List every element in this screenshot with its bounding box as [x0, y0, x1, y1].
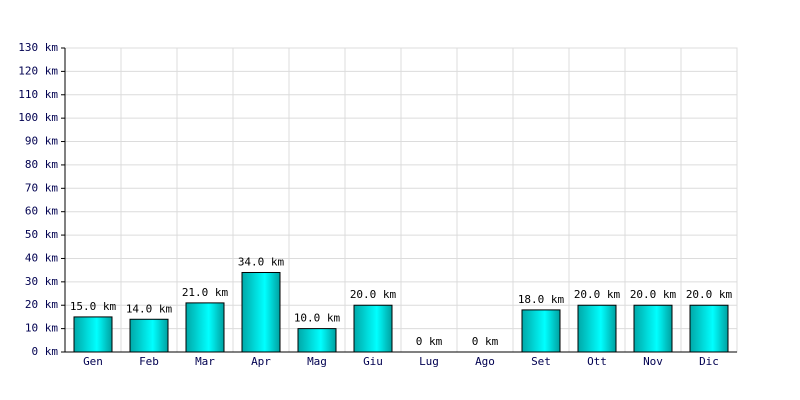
bar [73, 316, 113, 353]
y-tick-label: 30 km [25, 275, 58, 288]
x-tick-label: Dic [699, 355, 719, 368]
bar [129, 318, 169, 353]
y-tick-label: 130 km [18, 41, 58, 54]
value-label: 14.0 km [126, 302, 173, 315]
value-label: 34.0 km [238, 255, 285, 268]
value-label: 10.0 km [294, 312, 341, 325]
x-tick-label: Gen [83, 355, 103, 368]
x-tick-label: Lug [419, 355, 439, 368]
bar [353, 304, 393, 353]
value-label: 20.0 km [574, 288, 621, 301]
y-tick-label: 10 km [25, 322, 58, 335]
x-tick-label: Giu [363, 355, 383, 368]
y-tick-label: 80 km [25, 158, 58, 171]
y-tick-label: 110 km [18, 88, 58, 101]
value-label: 15.0 km [70, 300, 117, 313]
y-tick-label: 20 km [25, 298, 58, 311]
x-tick-label: Mag [307, 355, 327, 368]
value-label: 20.0 km [686, 288, 733, 301]
value-label: 18.0 km [518, 293, 565, 306]
y-tick-label: 0 km [32, 345, 59, 358]
x-tick-label: Set [531, 355, 551, 368]
y-tick-label: 40 km [25, 251, 58, 264]
bar [521, 309, 561, 353]
y-tick-label: 90 km [25, 135, 58, 148]
bar [297, 328, 337, 353]
value-label: 21.0 km [182, 286, 229, 299]
x-tick-label: Ott [587, 355, 607, 368]
bar [633, 304, 673, 353]
value-label: 20.0 km [630, 288, 677, 301]
x-tick-label: Mar [195, 355, 215, 368]
bar [689, 304, 729, 353]
value-label: 0 km [416, 335, 443, 348]
x-tick-label: Nov [643, 355, 663, 368]
y-tick-label: 120 km [18, 64, 58, 77]
y-tick-label: 70 km [25, 181, 58, 194]
bar [241, 271, 281, 353]
bar [577, 304, 617, 353]
x-tick-label: Feb [139, 355, 159, 368]
value-label: 20.0 km [350, 288, 397, 301]
y-tick-label: 60 km [25, 205, 58, 218]
y-tick-label: 100 km [18, 111, 58, 124]
y-tick-label: 50 km [25, 228, 58, 241]
x-tick-label: Apr [251, 355, 271, 368]
value-label: 0 km [472, 335, 499, 348]
x-tick-label: Ago [475, 355, 495, 368]
bar [185, 302, 225, 353]
